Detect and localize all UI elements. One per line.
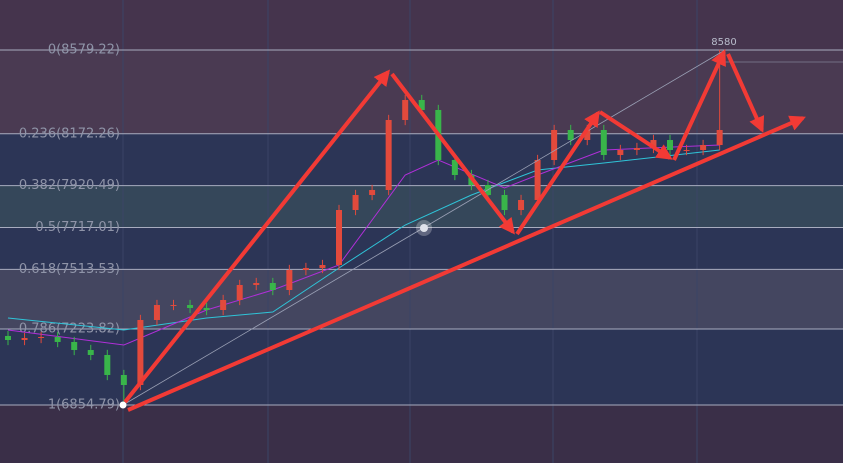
candle-body xyxy=(153,305,160,320)
candle-body xyxy=(518,199,525,210)
fib-level-label: 0.382(7920.49) xyxy=(19,178,120,193)
candle-body xyxy=(54,336,61,342)
candle-body xyxy=(551,130,558,160)
candle-body xyxy=(336,209,342,266)
fib-band xyxy=(0,404,843,463)
candle-body xyxy=(352,194,359,210)
candle-body xyxy=(253,282,260,285)
candle-body xyxy=(418,100,425,110)
fib-band xyxy=(0,185,843,228)
candle-body xyxy=(600,130,607,155)
candle-body xyxy=(220,299,227,311)
candle-body xyxy=(319,265,326,268)
candle-body xyxy=(120,374,127,385)
candle-body xyxy=(617,149,624,155)
candle-body xyxy=(170,305,177,307)
candle-body xyxy=(633,147,640,150)
candle-body xyxy=(269,282,276,290)
fib-level-label: 1(6854.79) xyxy=(48,397,120,412)
fib-band xyxy=(0,269,843,330)
drawings xyxy=(119,49,843,412)
candle-body xyxy=(203,307,210,311)
candle-body xyxy=(302,267,309,271)
candle-body xyxy=(5,335,11,340)
candles xyxy=(5,49,723,405)
candle-body xyxy=(451,159,458,176)
candle-body xyxy=(716,130,723,146)
peak-label: 8580 xyxy=(711,37,736,48)
ma-line xyxy=(7,144,720,346)
candle-body xyxy=(87,350,94,355)
fib-band xyxy=(0,227,843,270)
candle-body xyxy=(71,341,78,351)
candle-body xyxy=(501,194,508,210)
candle-body xyxy=(369,189,376,195)
fib-levels: 0(8579.22) 0.236(8172.26) 0.382(7920.49) 0.… xyxy=(0,42,843,412)
fib-level-label: 0.236(8172.26) xyxy=(19,126,120,141)
candle-body xyxy=(650,140,657,148)
ma-lines xyxy=(7,144,720,346)
fib-band xyxy=(0,329,843,405)
candle-body xyxy=(534,159,541,200)
fib-level-label: 0.618(7513.53) xyxy=(19,262,120,277)
candle-body xyxy=(567,130,574,141)
candle-body xyxy=(38,336,45,339)
fib-level-label: 0.5(7717.01) xyxy=(35,220,120,235)
fib-band xyxy=(0,0,843,50)
candle-body xyxy=(104,354,111,375)
vertical-grid xyxy=(122,0,698,463)
fib-band xyxy=(0,49,843,134)
candle-body xyxy=(700,145,707,150)
candle-body xyxy=(137,319,144,385)
fib-level-label: 0(8579.22) xyxy=(48,42,120,57)
candle-body xyxy=(385,119,392,190)
candle-body xyxy=(683,149,690,151)
candle-body xyxy=(187,305,194,308)
candle-body xyxy=(402,100,409,120)
candle-body xyxy=(667,140,673,150)
candle-body xyxy=(584,130,591,141)
ma-line xyxy=(7,149,720,331)
fib-level-label: 0.786(7223.82) xyxy=(19,322,120,337)
candle-body xyxy=(21,338,28,340)
candle-body xyxy=(286,270,293,290)
fib-band xyxy=(0,133,843,186)
candle-body xyxy=(236,284,243,300)
